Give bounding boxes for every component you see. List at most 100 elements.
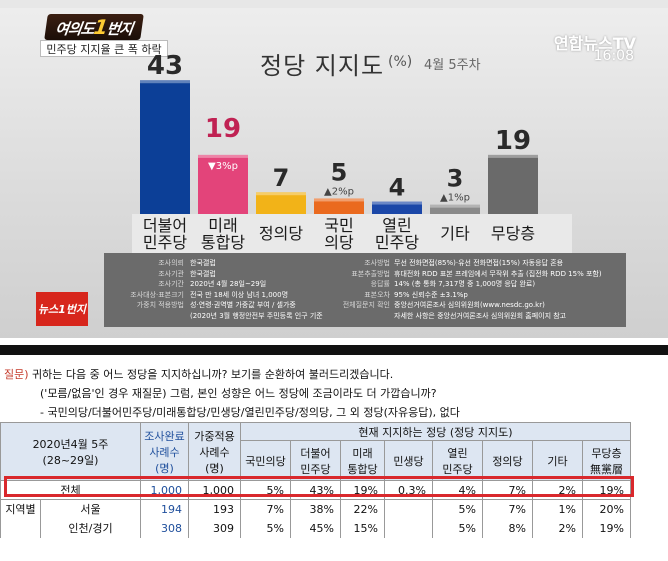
chart-week: 4월 5주차 (424, 58, 481, 73)
info-row-right: 표본오차 95% 신뢰수준 ±3.1%p (318, 291, 468, 300)
party-share (384, 518, 433, 538)
party-share: 5% (240, 480, 291, 500)
party-share: 5% (240, 518, 291, 538)
info-row-right: 표본추출방법 휴대전화 RDD 표본 프레임에서 무작위 추출 (집전화 RDD … (318, 269, 602, 279)
info-key: 표본추출방법 (351, 269, 390, 278)
info-row-right: 전체질문지 확인 중앙선거여론조사 심의위원회(www.nesdc.go.kr) (318, 301, 545, 310)
info-row-left: 조사대상·표본크기 전국 만 18세 이상 남녀 1,000명 (108, 291, 288, 300)
party-share: 8% (482, 518, 533, 538)
info-key: 조사의뢰 (158, 259, 184, 267)
bar-highlight (198, 154, 248, 158)
bar (372, 201, 422, 214)
question-line-1: 질문) 귀하는 다음 중 어느 정당을 지지하십니까? 보기를 순환하여 불러드… (4, 366, 393, 382)
info-value: 자세한 사항은 중앙선거여론조사 심의위원회 홈페이지 참고 (394, 311, 567, 320)
info-key: 가중치 적용방법 (136, 301, 184, 309)
bar-change-label: ▲1%p (440, 193, 470, 204)
bar-value-label: 5 (331, 158, 348, 186)
category-label: 정의당 (259, 224, 303, 243)
party-share: 45% (290, 518, 341, 538)
info-key: 조사대상·표본크기 (130, 290, 184, 299)
header-corner: 2020년4월 5주 (28~29일) (0, 422, 141, 481)
category-label: 열린 (382, 216, 411, 235)
info-row-left: 조사기관 한국갤럽 (108, 270, 216, 279)
party-share: 22% (340, 499, 385, 519)
subtitle-caption: 민주당 지지율 큰 폭 하락 (40, 40, 168, 57)
party-share: 20% (582, 499, 631, 519)
party-header: 미래 통합당 (340, 440, 385, 481)
info-value: 한국갤럽 (190, 259, 216, 267)
weighted-count: 1,000 (188, 480, 241, 500)
party-share: 38% (290, 499, 341, 519)
divider (0, 345, 668, 355)
question-label: 질문) (4, 368, 29, 381)
party-share: 15% (340, 518, 385, 538)
survey-section: 질문) 귀하는 다음 중 어느 정당을 지지하십니까? 보기를 순환하여 불러드… (0, 360, 668, 561)
info-key: 표본오차 (364, 290, 390, 299)
question-line-3: - 국민의당/더불어민주당/미래통합당/민생당/열린민주당/정의당, 그 외 정… (40, 406, 460, 419)
row-group (0, 518, 41, 538)
party-share: 2% (532, 480, 583, 500)
row-group: 지역별 (0, 499, 41, 519)
top-band (0, 0, 668, 8)
party-share: 4% (432, 480, 483, 500)
info-row-left: 조사기간 2020년 4월 28일~29일 (108, 280, 266, 289)
row-label: 인천/경기 (40, 518, 141, 538)
bar-chart: 43 더불어민주당 19 ▼3%p 미래통합당 7 정의당 5▲2%p 국민의당 4 열린민주당 3▲… (132, 51, 572, 254)
party-share: 7% (482, 480, 533, 500)
question-line-2: ('모름/없음'인 경우 재질문) 그럼, 본인 성향은 어느 정당에 조금이라… (40, 387, 437, 400)
bar-value-label: 19 (205, 114, 241, 144)
party-header: 무당층 無黨層 (582, 440, 631, 481)
chart-title: 정당 지지도 (260, 52, 385, 80)
category-label: 더불어 (143, 216, 187, 235)
results-table: 2020년4월 5주 (28~29일) 조사완료 사례수 (명) 가중적용 사례수 (명)… (0, 422, 631, 538)
info-key: 조사기관 (158, 269, 184, 278)
party-share: 43% (290, 480, 341, 500)
info-row-left: (2020년 3월 행정안전부 주민등록 인구 기준 (108, 312, 323, 321)
info-value: (2020년 3월 행정안전부 주민등록 인구 기준 (190, 311, 323, 320)
party-share: 5% (432, 518, 483, 538)
bar (314, 198, 364, 214)
category-label: 무당층 (491, 224, 535, 243)
party-header: 정의당 (482, 440, 533, 481)
info-value: 2020년 4월 28일~29일 (190, 280, 267, 288)
info-value: 95% 신뢰수준 ±3.1%p (394, 290, 468, 299)
bar-value-label: 7 (273, 164, 290, 192)
category-label: 미래 (208, 216, 237, 235)
party-share (384, 499, 433, 519)
bar (198, 154, 248, 214)
bar-highlight (372, 201, 422, 205)
bar-highlight (256, 192, 306, 196)
party-header: 더불어 민주당 (290, 440, 341, 481)
info-value: 중앙선거여론조사 심의위원회(www.nesdc.go.kr) (394, 301, 545, 309)
bar-highlight (430, 204, 480, 208)
info-value: 휴대전화 RDD 표본 프레임에서 무작위 추출 (집전화 RDD 15% 포함… (394, 269, 602, 278)
weighted-count: 193 (188, 499, 241, 519)
table-row: 인천/경기 308 309 5% 45% 15% 5% 8% 2% 19% (0, 518, 631, 538)
party-header: 열린 민주당 (432, 440, 483, 481)
bar-highlight (140, 80, 190, 84)
bar (488, 154, 538, 214)
header-group: 현재 지지하는 정당 (정당 지지도) (240, 422, 631, 441)
party-share: 1% (532, 499, 583, 519)
party-share: 7% (240, 499, 291, 519)
header-row-1: 2020년4월 5주 (28~29일) 조사완료 사례수 (명) 가중적용 사례수 (명)… (0, 422, 631, 481)
bar-highlight (314, 198, 364, 202)
party-header: 민생당 (384, 440, 433, 481)
weighted-count: 309 (188, 518, 241, 538)
header-weighted-count: 가중적용 사례수 (명) (188, 422, 241, 481)
info-key: 응답률 (370, 280, 390, 288)
bar-value-label: 19 (495, 126, 531, 156)
info-value: 전국 만 18세 이상 남녀 1,000명 (190, 290, 289, 299)
info-value: 성·연령·권역별 가중값 부여 / 셀가중 (190, 301, 296, 309)
table-body: 전체 1,000 1,000 5% 43% 19% 0.3% 4% 7% 2% 19% 지역별 서울 19… (0, 480, 631, 538)
bar-value-label: 43 (147, 51, 183, 81)
party-share: 19% (582, 480, 631, 500)
info-value: 14% (총 통화 7,317명 중 1,000명 응답 완료) (394, 280, 536, 288)
news-logo: 뉴스1번지 (36, 292, 88, 326)
party-share: 2% (532, 518, 583, 538)
info-row-right: 조사방법 무선 전화면접(85%)·유선 전화면접(15%) 자동응답 혼용 (318, 259, 563, 268)
info-row-right: 자세한 사항은 중앙선거여론조사 심의위원회 홈페이지 참고 (318, 312, 566, 321)
row-label: 서울 (40, 499, 141, 519)
bar (430, 204, 480, 214)
info-key: 조사방법 (364, 259, 390, 267)
